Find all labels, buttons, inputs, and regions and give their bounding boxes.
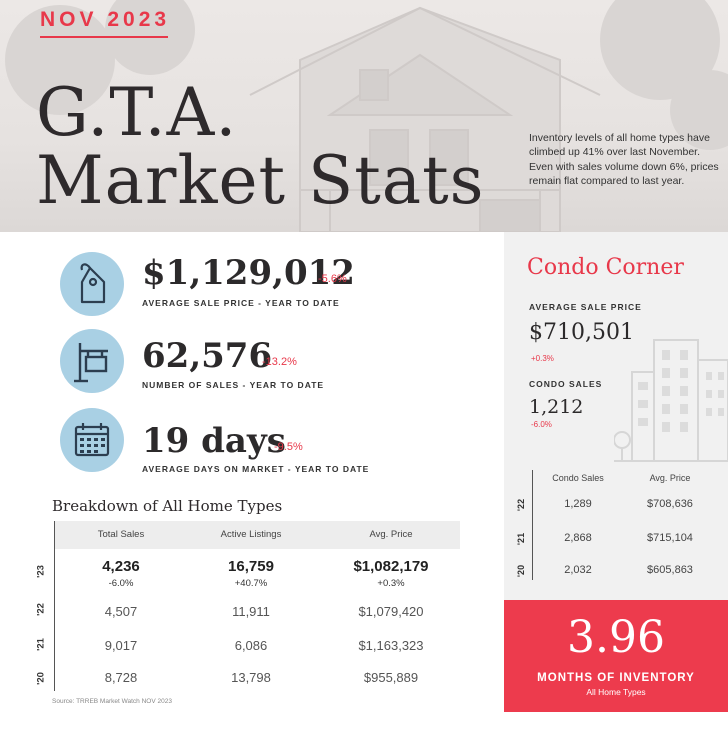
breakdown-year-20: '20	[35, 672, 47, 685]
table-cell: 16,759	[228, 558, 274, 575]
table-cell: 4,507	[104, 604, 138, 619]
table-cell: $1,163,323	[358, 638, 424, 653]
breakdown-header-row	[54, 521, 460, 549]
table-cell: 4,236	[102, 558, 140, 575]
calendar-icon	[60, 408, 124, 472]
table-cell: 11,911	[232, 604, 270, 619]
breakdown-col-active-listings: Active Listings	[220, 529, 282, 540]
table-cell: $708,636	[647, 498, 693, 510]
sale-sign-icon	[60, 329, 124, 393]
table-cell: 13,798	[231, 670, 271, 685]
table-cell: 2,032	[564, 564, 592, 576]
avg-sale-price-label: AVERAGE SALE PRICE - YEAR TO DATE	[142, 298, 340, 308]
breakdown-year-21: '21	[35, 638, 47, 651]
condo-sales-change: -6.0%	[531, 420, 552, 429]
price-tag-icon	[60, 252, 124, 316]
page-title-line-1: G.T.A.	[36, 74, 238, 151]
breakdown-year-22: '22	[35, 603, 47, 616]
condo-panel	[504, 232, 728, 600]
building-illustration-icon	[614, 339, 728, 462]
condo-sales-label: CONDO SALES	[529, 379, 603, 389]
number-of-sales-change: -13.2%	[262, 356, 297, 368]
condo-corner-title: Condo Corner	[527, 255, 684, 280]
avg-sale-price-change: -5.6%	[318, 273, 347, 285]
table-cell: $955,889	[363, 670, 419, 685]
breakdown-col-total-sales: Total Sales	[97, 529, 145, 540]
table-cell: 2,868	[564, 532, 592, 544]
breakdown-axis-line	[54, 521, 55, 691]
condo-year-21: '21	[516, 532, 526, 546]
condo-avg-price-change: +0.3%	[531, 354, 554, 363]
intro-text: Inventory levels of all home types have …	[529, 132, 719, 188]
breakdown-title: Breakdown of All Home Types	[52, 497, 283, 515]
table-cell: $1,079,420	[358, 604, 424, 619]
table-cell-change: -6.0%	[108, 578, 134, 589]
months-of-inventory-box	[504, 600, 728, 712]
table-cell: 6,086	[234, 638, 268, 653]
condo-avg-price-label: AVERAGE SALE PRICE	[529, 302, 642, 312]
months-of-inventory-subtitle: All Home Types	[586, 687, 646, 697]
condo-col-avg-price: Avg. Price	[649, 473, 691, 483]
table-cell: 1,289	[564, 498, 592, 510]
table-cell: 9,017	[104, 638, 138, 653]
avg-sale-price-value: $1,129,012	[142, 253, 355, 293]
table-cell: $715,104	[647, 532, 693, 544]
table-cell: $1,082,179	[353, 558, 429, 575]
page-title-line-2: Market Stats	[36, 142, 485, 219]
days-on-market-label: AVERAGE DAYS ON MARKET - YEAR TO DATE	[142, 464, 370, 474]
breakdown-col-avg-price: Avg. Price	[369, 529, 413, 540]
condo-year-22: '22	[516, 498, 526, 512]
table-cell-change: +0.3%	[377, 578, 405, 589]
number-of-sales-label: NUMBER OF SALES - YEAR TO DATE	[142, 380, 325, 390]
month-underline	[40, 36, 168, 38]
condo-sales-value: 1,212	[529, 396, 584, 418]
condo-table-axis-line	[532, 470, 533, 580]
breakdown-year-23: '23	[35, 565, 47, 578]
months-of-inventory-value: 3.96	[567, 612, 665, 663]
condo-year-20: '20	[516, 564, 526, 578]
table-cell: 8,728	[104, 670, 138, 685]
days-on-market-value: 19 days	[142, 421, 286, 461]
table-cell-change: +40.7%	[234, 578, 268, 589]
condo-avg-price-value: $710,501	[529, 320, 634, 345]
months-of-inventory-label: MONTHS OF INVENTORY	[537, 672, 695, 684]
source-note: Source: TRREB Market Watch NOV 2023	[52, 698, 172, 705]
days-on-market-change: -9.5%	[274, 441, 303, 453]
condo-col-sales: Condo Sales	[552, 473, 604, 483]
number-of-sales-value: 62,576	[142, 336, 273, 376]
report-month: NOV 2023	[40, 8, 171, 31]
table-cell: $605,863	[647, 564, 693, 576]
hero-banner	[0, 0, 728, 232]
